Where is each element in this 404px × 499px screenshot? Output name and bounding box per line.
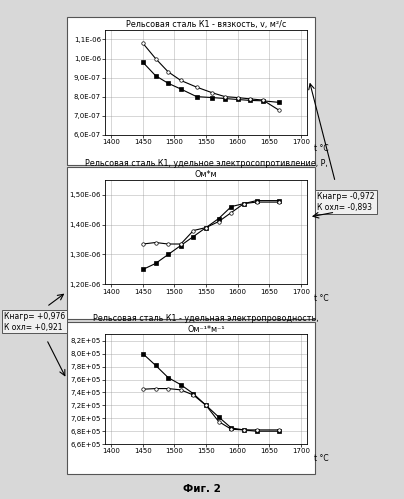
Title: Рельсовая сталь К1, удельное электросопротивление, P,
Ом*м: Рельсовая сталь К1, удельное электросопр… (85, 160, 327, 179)
Text: t °С: t °С (314, 144, 328, 153)
Title: Рельсовая сталь К1 - удельная электропроводность,
Ом⁻¹*м⁻¹: Рельсовая сталь К1 - удельная электропро… (93, 314, 319, 333)
Text: Фиг. 2: Фиг. 2 (183, 484, 221, 494)
Text: t °С: t °С (314, 454, 328, 463)
Title: Рельсовая сталь К1 - вязкость, v, м²/с: Рельсовая сталь К1 - вязкость, v, м²/с (126, 20, 286, 29)
Text: Кнагр= +0,976
К охл= +0,921: Кнагр= +0,976 К охл= +0,921 (4, 312, 65, 331)
Text: Кнагр= -0,972
К охл= -0,893: Кнагр= -0,972 К охл= -0,893 (317, 193, 375, 212)
Text: t °С: t °С (314, 294, 328, 303)
